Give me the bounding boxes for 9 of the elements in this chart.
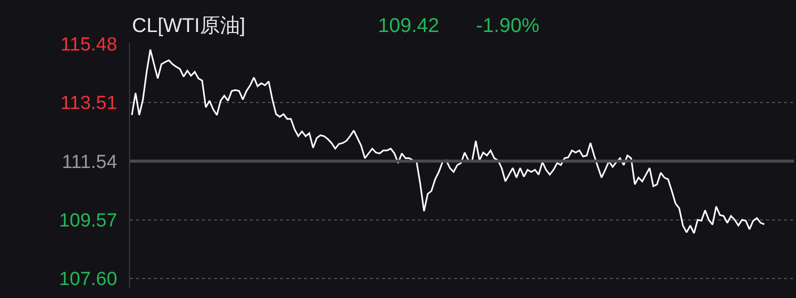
y-tick-label: 115.48	[60, 34, 118, 56]
text: -1.90%	[476, 15, 540, 37]
y-tick-label: 113.51	[60, 93, 118, 114]
y-tick-label: 111.54	[62, 152, 118, 173]
y-tick-label: 109.57	[59, 210, 118, 232]
chart-title: CL[WTI原油]	[132, 15, 246, 37]
y-tick-label: 107.60	[59, 269, 118, 290]
text: 109.42	[378, 15, 440, 37]
line-series	[131, 48, 766, 234]
